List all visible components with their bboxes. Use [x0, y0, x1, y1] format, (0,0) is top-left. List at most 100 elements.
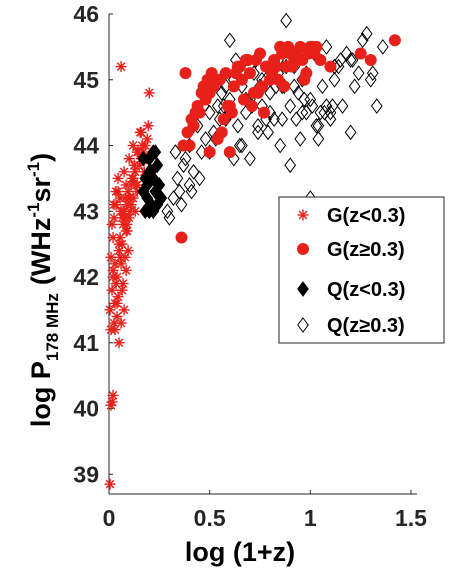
series-1	[175, 34, 401, 244]
data-point	[107, 389, 119, 401]
data-point	[292, 85, 305, 101]
y-label-mid: sr	[26, 176, 56, 202]
data-point	[366, 65, 379, 82]
data-point	[120, 264, 132, 276]
data-point	[149, 144, 162, 160]
data-point	[203, 146, 216, 159]
data-point	[282, 40, 295, 53]
data-point	[179, 67, 192, 80]
data-point	[348, 78, 361, 95]
data-point	[320, 39, 333, 55]
data-point	[262, 124, 274, 141]
data-point	[135, 126, 147, 138]
data-point	[143, 163, 156, 180]
data-point	[276, 111, 289, 128]
data-point	[127, 140, 139, 152]
data-point	[175, 231, 188, 244]
data-point	[233, 137, 246, 154]
y-tick-label: 45	[73, 67, 99, 93]
data-point	[296, 104, 309, 121]
data-point	[306, 98, 319, 114]
data-point	[187, 163, 200, 180]
data-point	[123, 153, 135, 165]
data-point	[151, 157, 164, 174]
data-point	[312, 117, 325, 134]
data-point	[177, 139, 190, 152]
data-point	[274, 137, 287, 154]
svg-text:log (1+z): log (1+z)	[185, 537, 295, 567]
data-point	[114, 192, 126, 204]
data-point	[302, 47, 315, 60]
y-tick-label: 42	[73, 264, 99, 290]
data-point	[320, 98, 333, 114]
y-tick-label: 41	[73, 330, 99, 356]
data-point	[292, 54, 305, 67]
data-point	[104, 304, 116, 316]
data-point	[354, 47, 367, 60]
data-point	[177, 157, 190, 174]
data-point	[223, 32, 236, 49]
legend-marker	[297, 243, 309, 255]
data-point	[231, 117, 244, 134]
data-point	[115, 317, 127, 329]
data-point	[215, 85, 228, 101]
data-point	[131, 146, 143, 158]
data-point	[129, 205, 141, 217]
legend: G(z<0.3) G(z≥0.3) Q(z<0.3) Q(z≥0.3)	[278, 196, 445, 344]
data-point	[376, 39, 389, 55]
data-point	[300, 104, 313, 121]
data-point	[179, 150, 192, 167]
data-point	[111, 297, 123, 309]
data-points	[104, 12, 401, 490]
data-point	[173, 183, 186, 200]
y-tick-label: 40	[73, 396, 99, 422]
data-point	[111, 310, 123, 322]
data-point	[294, 131, 307, 147]
data-point	[241, 54, 254, 67]
series-0	[104, 61, 155, 490]
data-point	[115, 61, 127, 73]
data-point	[356, 32, 369, 49]
y-label-sub: 178 MHz	[43, 293, 62, 361]
data-point	[115, 205, 127, 217]
data-point	[237, 93, 250, 106]
data-point	[110, 186, 122, 198]
x-tick-label: 0	[103, 505, 116, 531]
data-point	[127, 192, 139, 204]
data-point	[334, 52, 347, 68]
data-point	[360, 25, 373, 42]
data-point	[310, 117, 323, 134]
data-point	[120, 179, 132, 191]
series-2	[137, 144, 168, 220]
legend-item: G(z<0.3)	[297, 205, 405, 227]
legend-marker	[297, 209, 309, 221]
data-point	[108, 199, 120, 211]
y-label-main: log P	[26, 361, 56, 427]
data-point	[290, 111, 303, 128]
y-label-exp1: -1	[24, 203, 43, 218]
data-point	[231, 60, 244, 73]
data-point	[235, 73, 248, 86]
data-point	[118, 304, 130, 316]
legend-items: G(z<0.3) G(z≥0.3) Q(z<0.3) Q(z≥0.3)	[297, 205, 405, 337]
data-point	[119, 251, 131, 263]
data-point	[107, 232, 119, 244]
data-point	[147, 203, 160, 220]
data-point	[104, 478, 116, 490]
data-point	[328, 71, 341, 88]
data-point	[314, 54, 327, 67]
data-point	[298, 73, 311, 86]
data-point	[117, 278, 129, 290]
data-point	[352, 65, 365, 82]
legend-label: G(z<0.3)	[327, 205, 405, 227]
data-point	[284, 157, 297, 174]
legend-marker	[297, 317, 309, 333]
data-point	[143, 87, 155, 99]
data-point	[121, 225, 133, 237]
legend-item: Q(z≥0.3)	[297, 315, 405, 337]
data-point	[219, 67, 232, 80]
data-point	[344, 124, 357, 141]
data-point	[364, 71, 377, 88]
data-point	[346, 52, 359, 68]
data-point	[181, 126, 194, 139]
